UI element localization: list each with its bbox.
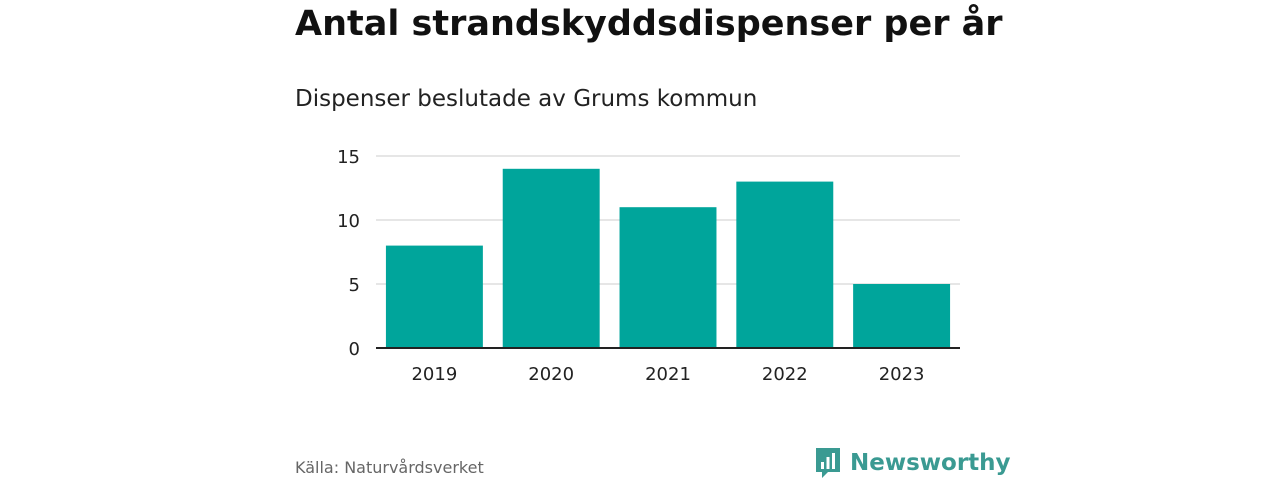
chart-subtitle: Dispenser beslutade av Grums kommun (295, 86, 758, 112)
y-tick-label: 15 (337, 147, 360, 168)
bar-chart-speech-bubble-icon (816, 448, 840, 478)
bar-2021 (619, 207, 717, 348)
bar-2023 (853, 284, 951, 348)
x-tick-label: 2019 (411, 364, 457, 385)
bar-chart: 0 5 10 15 2019 2020 2021 2022 2023 (337, 147, 960, 385)
y-tick-label: 0 (349, 339, 360, 360)
bar-2019 (385, 245, 483, 348)
brand-name: Newsworthy (850, 450, 1011, 476)
x-tick-labels: 2019 2020 2021 2022 2023 (411, 364, 924, 385)
y-tick-label: 10 (337, 211, 360, 232)
x-tick-label: 2020 (528, 364, 574, 385)
bar-2022 (736, 181, 834, 348)
x-tick-label: 2023 (879, 364, 925, 385)
bar-2020 (502, 168, 600, 348)
bars (385, 168, 951, 348)
chart-title: Antal strandskyddsdispenser per år (295, 4, 1003, 44)
y-tick-label: 5 (349, 275, 360, 296)
x-tick-label: 2022 (762, 364, 808, 385)
y-tick-labels: 0 5 10 15 (337, 147, 360, 360)
source-note: Källa: Naturvårdsverket (295, 458, 484, 477)
x-tick-label: 2021 (645, 364, 691, 385)
brand-logo-group: Newsworthy (814, 446, 1011, 480)
